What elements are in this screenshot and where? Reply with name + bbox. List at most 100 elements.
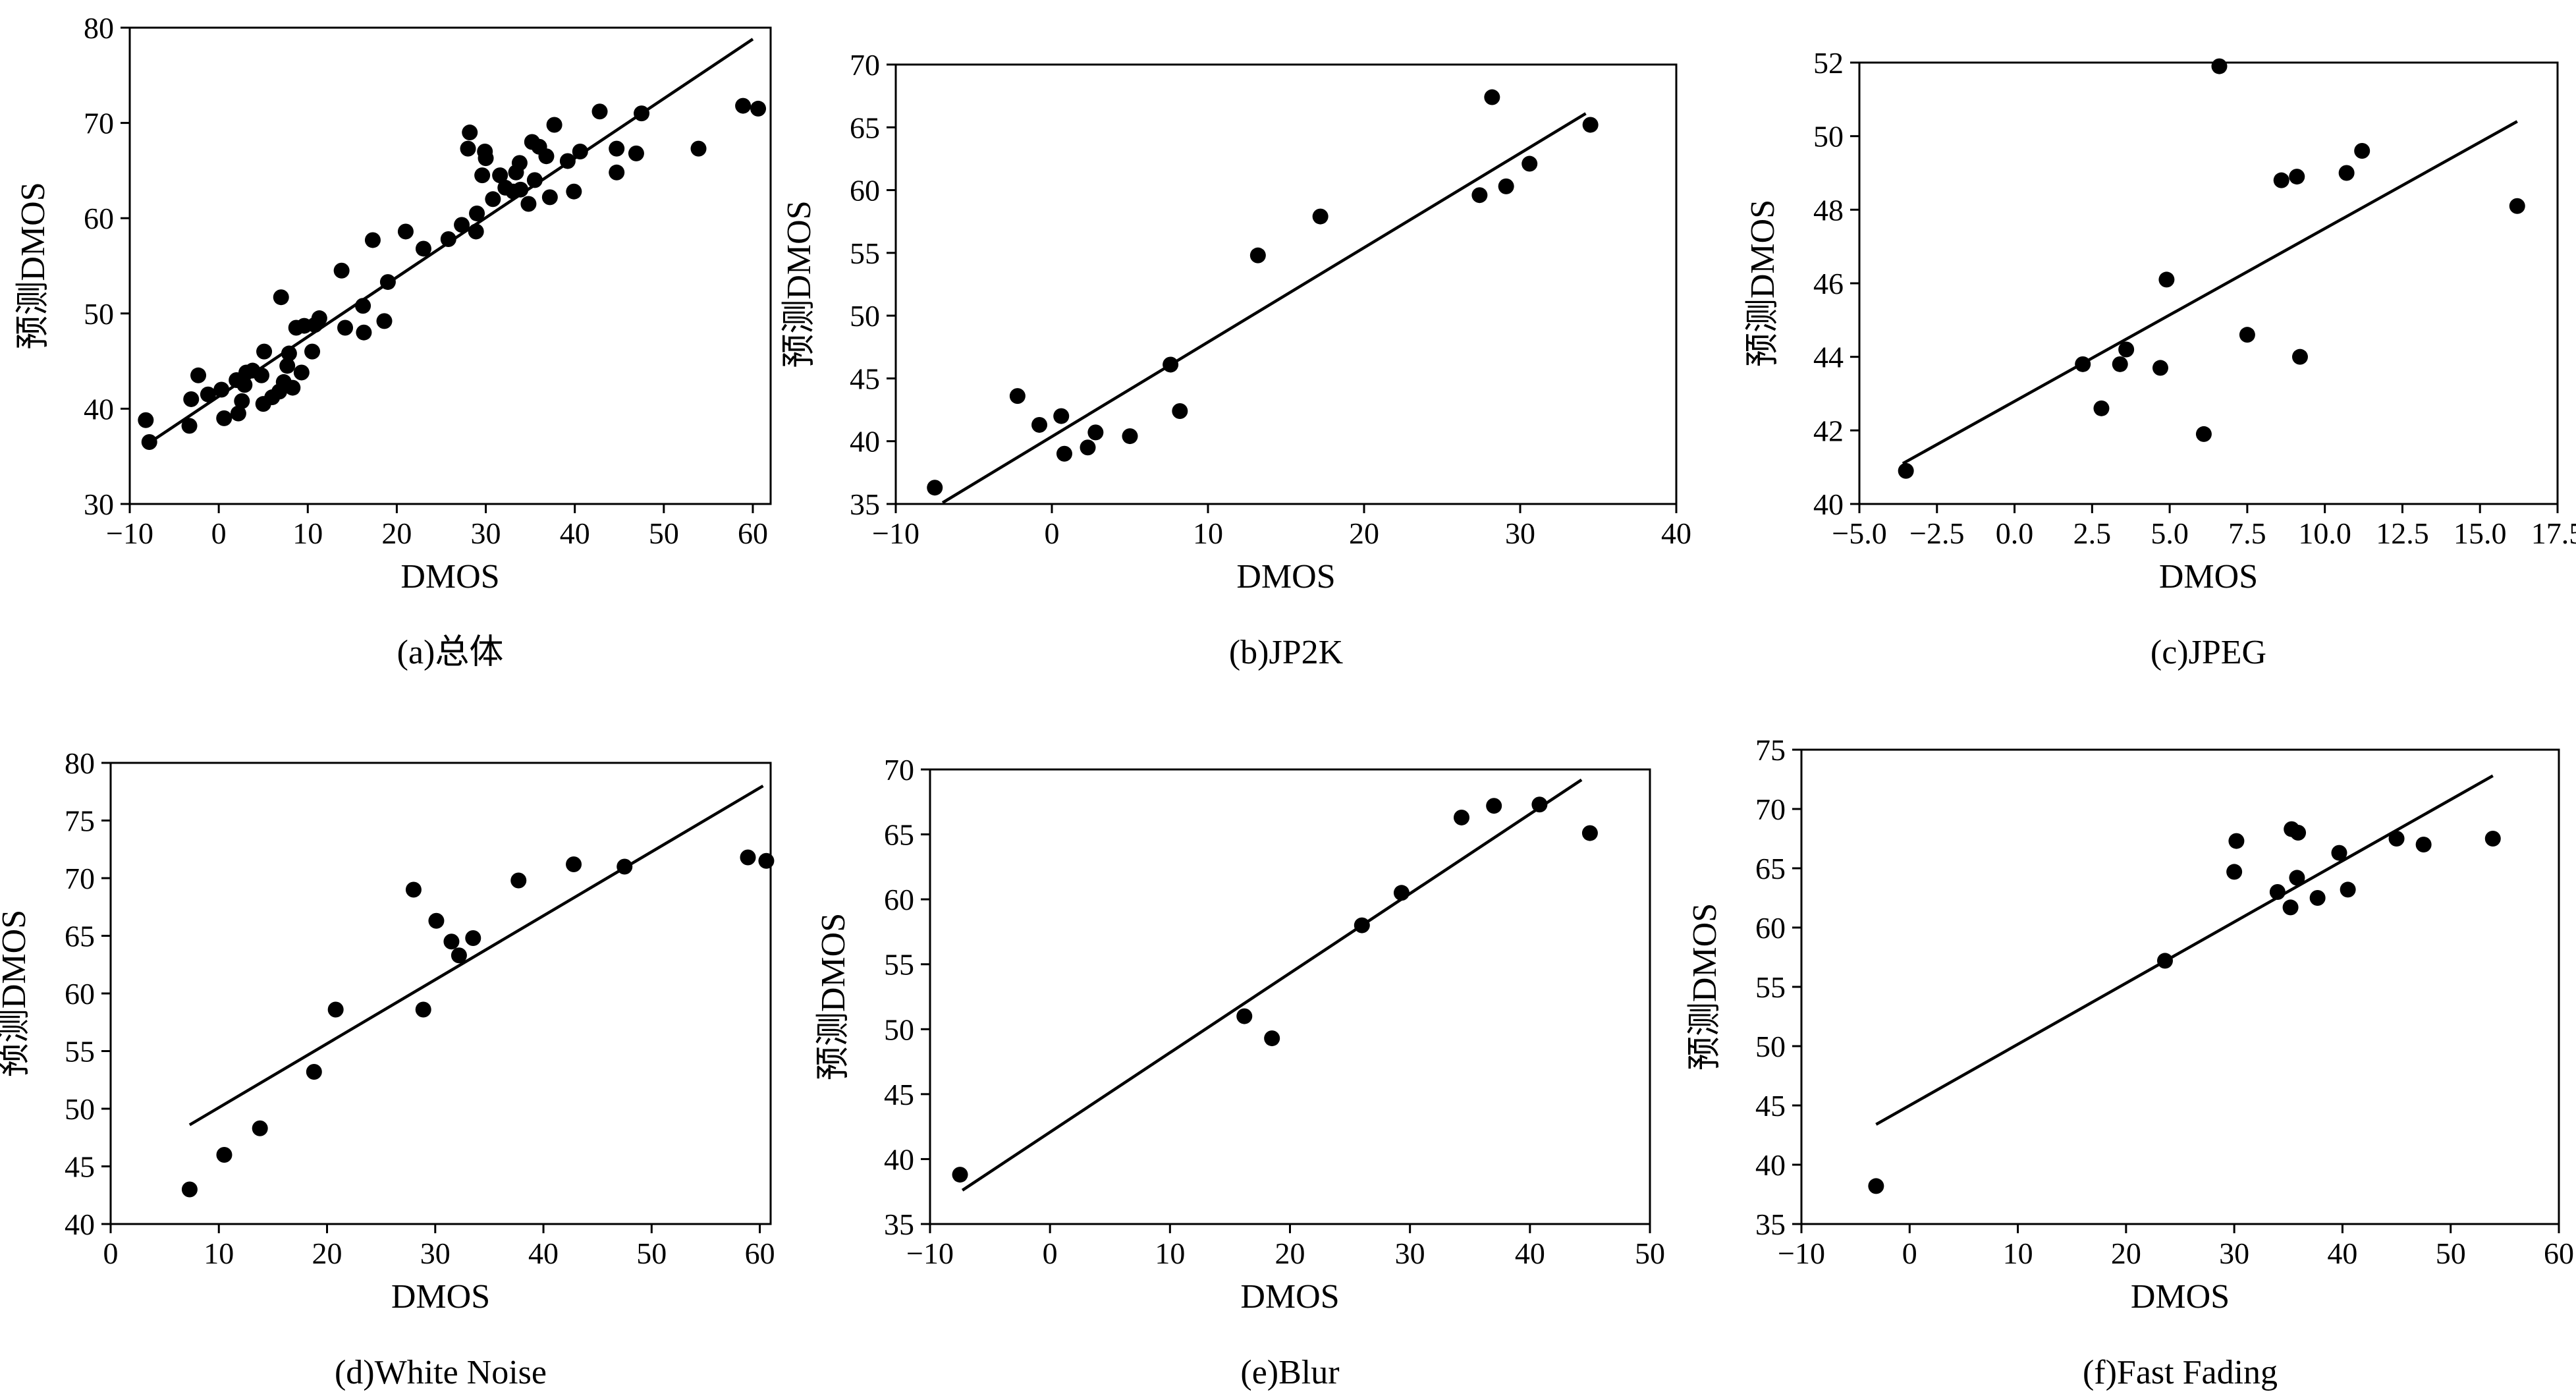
data-point xyxy=(216,1147,233,1163)
y-tick-label: 40 xyxy=(65,1208,95,1241)
data-point xyxy=(1498,178,1514,194)
data-point xyxy=(327,1001,344,1018)
y-tick-label: 50 xyxy=(884,1013,914,1046)
data-point xyxy=(2226,864,2243,880)
data-point xyxy=(293,364,310,381)
y-tick-label: 55 xyxy=(850,237,880,270)
y-tick-label: 65 xyxy=(65,920,95,953)
data-point xyxy=(234,393,250,409)
y-axis-label: 预测DMOS xyxy=(1744,200,1782,367)
plot-frame xyxy=(1800,748,2560,1225)
x-tick-label: 40 xyxy=(1661,516,1691,550)
y-tick-label: 70 xyxy=(884,753,914,787)
fit-line xyxy=(1902,120,2518,465)
y-tick-label: 40 xyxy=(884,1142,914,1176)
x-tick-label: 10 xyxy=(2003,1237,2033,1270)
x-tick-label: 7.5 xyxy=(2228,516,2266,550)
x-axis-label: DMOS xyxy=(391,1278,490,1316)
x-tick-label: 60 xyxy=(738,516,768,550)
data-point xyxy=(200,386,216,403)
x-tick-label: 10 xyxy=(1155,1237,1185,1270)
x-axis-label: DMOS xyxy=(1240,1278,1339,1316)
data-point xyxy=(181,418,198,434)
y-tick-label: 65 xyxy=(850,111,880,144)
data-point xyxy=(2282,899,2299,916)
fit-line xyxy=(961,778,1583,1192)
y-tick-label: 35 xyxy=(884,1208,914,1241)
data-point xyxy=(1053,408,1070,424)
data-point xyxy=(2289,870,2305,886)
plot-frame xyxy=(894,63,1678,505)
data-point xyxy=(690,140,707,157)
chart-caption: (a)总体 xyxy=(397,634,504,671)
data-point xyxy=(512,181,529,198)
x-tick-label: 0 xyxy=(211,516,227,550)
data-point xyxy=(628,145,644,161)
data-point xyxy=(1486,798,1502,814)
chart-panel-6: −10 0 10 20 30 40 50 60 35 40 45 50 55 60 65 70 75 DMOS 预测… xyxy=(1686,733,2574,1391)
data-point xyxy=(1264,1030,1280,1047)
data-point xyxy=(2112,356,2128,372)
data-point xyxy=(1521,155,1538,172)
data-point xyxy=(469,205,485,221)
x-tick-label: 10 xyxy=(1193,516,1223,550)
data-point xyxy=(1249,247,1266,264)
fit-line xyxy=(188,785,764,1127)
y-tick-label: 30 xyxy=(84,487,114,521)
y-tick-label: 48 xyxy=(1813,193,1844,227)
data-point xyxy=(2195,426,2212,442)
data-point xyxy=(337,320,354,336)
data-point xyxy=(443,933,460,950)
x-tick-label: 17.5 xyxy=(2531,516,2576,550)
data-point xyxy=(405,881,422,898)
data-point xyxy=(1453,809,1469,825)
y-tick-label: 52 xyxy=(1813,46,1844,80)
data-point xyxy=(485,191,501,208)
data-point xyxy=(2152,360,2168,376)
data-point xyxy=(2309,890,2326,906)
x-axis-label: DMOS xyxy=(2159,558,2258,596)
data-point xyxy=(1868,1178,1884,1194)
data-point xyxy=(1484,89,1500,105)
data-point xyxy=(2157,953,2173,969)
x-tick-label: 0.0 xyxy=(1996,516,2034,550)
data-point xyxy=(2228,833,2245,849)
y-tick-label: 65 xyxy=(1755,852,1786,885)
data-point xyxy=(216,410,233,426)
y-tick-label: 45 xyxy=(850,362,880,395)
data-point xyxy=(2340,881,2356,898)
x-tick-label: 50 xyxy=(649,516,679,550)
data-point xyxy=(559,153,576,169)
x-tick-label: 10 xyxy=(292,516,323,550)
data-point xyxy=(454,217,470,233)
data-point xyxy=(355,298,371,314)
y-tick-label: 60 xyxy=(850,174,880,208)
data-point xyxy=(462,125,478,141)
data-point xyxy=(2075,356,2091,372)
x-tick-label: 30 xyxy=(1505,516,1535,550)
x-tick-label: 40 xyxy=(1515,1237,1545,1270)
data-point xyxy=(415,240,431,257)
y-tick-label: 50 xyxy=(850,299,880,333)
y-tick-label: 70 xyxy=(84,107,114,140)
data-point xyxy=(306,1064,322,1080)
data-point xyxy=(138,412,154,428)
data-point xyxy=(273,289,289,306)
y-tick-label: 40 xyxy=(1755,1148,1786,1182)
data-point xyxy=(379,274,396,291)
data-point xyxy=(285,379,301,396)
x-tick-label: 20 xyxy=(1275,1237,1305,1270)
chart-caption: (d)White Noise xyxy=(335,1354,547,1391)
y-tick-label: 60 xyxy=(1755,911,1786,945)
data-point xyxy=(440,231,456,248)
data-point xyxy=(2354,143,2370,159)
data-point xyxy=(2331,845,2347,861)
data-point xyxy=(735,97,752,114)
chart-caption: (c)JPEG xyxy=(2151,634,2266,671)
x-tick-label: 60 xyxy=(745,1237,775,1270)
data-point xyxy=(2211,58,2228,74)
x-tick-label: 5.0 xyxy=(2151,516,2189,550)
y-tick-label: 75 xyxy=(1755,733,1786,767)
y-tick-label: 60 xyxy=(65,977,95,1011)
y-tick-label: 50 xyxy=(65,1092,95,1126)
